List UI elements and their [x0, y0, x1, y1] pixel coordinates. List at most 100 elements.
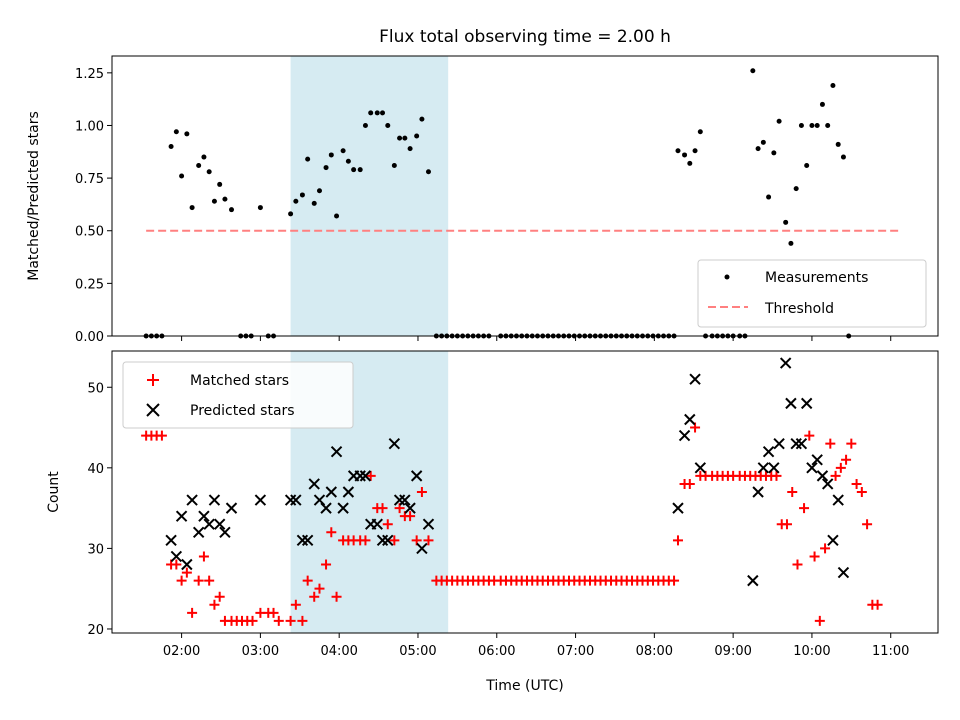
- bottom-plot-frame: [111, 350, 939, 634]
- predicted-star-point: [827, 534, 839, 547]
- measurement-point: [788, 240, 794, 246]
- matched-legend-marker: [147, 374, 159, 386]
- top-y-axis: 0.00 0.25 0.50 0.75 1.00 1.25: [75, 67, 112, 345]
- bottom-x-tick-label: 10:00: [793, 644, 830, 659]
- matched-star-point: [856, 487, 867, 497]
- top-y-tick-label: 1.00: [75, 119, 104, 134]
- predicted-star-point: [308, 478, 320, 490]
- bottom-x-tick-label: 02:00: [163, 644, 200, 659]
- predicted-star-point: [768, 462, 780, 474]
- predicted-star-point: [192, 526, 205, 538]
- measurement-point: [189, 205, 195, 211]
- measurement-point: [323, 165, 329, 171]
- predicted-star-point: [320, 502, 332, 514]
- measurement-point: [217, 181, 223, 187]
- matched-star-point: [273, 615, 284, 626]
- measurement-point: [675, 148, 681, 154]
- measurement-point: [362, 122, 368, 128]
- measurement-point: [819, 101, 825, 107]
- bottom-x-tick-label: 08:00: [636, 644, 673, 659]
- matched-star-point: [841, 454, 852, 465]
- matched-star-point: [669, 575, 680, 586]
- measurement-point: [374, 110, 380, 116]
- measurement-point: [299, 192, 305, 198]
- predicted-star-point: [290, 494, 302, 506]
- measurement-point: [201, 154, 207, 160]
- predicted-star-point: [779, 357, 792, 369]
- top-y-tick-label: 0.00: [75, 330, 104, 345]
- matched-star-point: [247, 615, 258, 626]
- matched-star-point: [365, 470, 376, 481]
- bottom-y-tick-label: 50: [87, 381, 104, 396]
- predicted-star-point: [181, 558, 193, 571]
- bottom-x-axis-label: Time (UTC): [485, 678, 563, 694]
- measurement-point: [814, 122, 820, 128]
- predicted-star-point: [837, 566, 850, 579]
- predicted-star-point: [832, 494, 844, 506]
- top-y-tick-label: 1.25: [75, 67, 104, 82]
- predicted-star-point: [790, 437, 802, 450]
- measurement-point: [697, 129, 703, 135]
- top-panel-title: Flux total observing time = 2.00 h: [379, 27, 671, 47]
- predicted-star-point: [175, 510, 188, 522]
- matched-star-point: [423, 535, 434, 546]
- matched-star-point: [268, 607, 279, 618]
- measurement-point: [179, 173, 185, 179]
- bottom-x-axis: 02:00 03:00 04:00 05:00 06:00 07:00 08:00 09:00…: [163, 633, 909, 659]
- predicted-stars-series: [165, 357, 850, 587]
- matched-star-point: [193, 575, 204, 586]
- measurement-point: [222, 196, 228, 202]
- predicted-star-point: [773, 437, 785, 450]
- matched-star-point: [389, 535, 400, 546]
- measurement-point: [173, 129, 179, 135]
- predicted-star-point: [399, 494, 411, 506]
- matched-star-point: [326, 527, 337, 538]
- measurement-point: [407, 146, 413, 152]
- bottom-y-tick-label: 20: [87, 623, 104, 638]
- matched-star-point: [672, 535, 683, 546]
- predicted-legend-marker: [146, 403, 160, 417]
- bottom-x-tick-label: 03:00: [242, 644, 279, 659]
- matched-star-point: [830, 470, 841, 481]
- predicted-star-point: [694, 462, 707, 474]
- matched-star-point: [209, 599, 220, 610]
- matched-star-point: [804, 430, 815, 441]
- measurements-legend-marker: [724, 274, 730, 280]
- measurement-point: [168, 144, 174, 150]
- predicted-star-point: [330, 446, 343, 458]
- predicted-star-point: [785, 397, 797, 410]
- matched-stars-series: [141, 422, 883, 626]
- bottom-x-tick-label: 04:00: [320, 644, 357, 659]
- matched-star-point: [156, 430, 167, 441]
- matched-star-point: [872, 599, 883, 610]
- measurement-point: [425, 169, 431, 175]
- predicted-star-point: [689, 373, 701, 385]
- top-plot-frame: [111, 55, 939, 337]
- predicted-star-point: [301, 534, 314, 547]
- predicted-star-point: [410, 470, 423, 482]
- predicted-star-point: [186, 494, 198, 506]
- predicted-star-point: [757, 462, 770, 474]
- bottom-x-tick-label: 09:00: [714, 644, 751, 659]
- measurement-point: [196, 162, 202, 168]
- predicted-star-point: [816, 470, 829, 482]
- matched-star-point: [181, 567, 192, 578]
- predicted-star-point: [382, 534, 394, 547]
- matched-star-point: [382, 519, 393, 530]
- predicted-star-point: [806, 462, 818, 474]
- predicted-star-point: [684, 413, 696, 426]
- predicted-star-point: [337, 502, 349, 514]
- bottom-x-tick-label: 05:00: [399, 644, 436, 659]
- matched-star-point: [187, 607, 198, 618]
- measurement-point: [305, 156, 311, 162]
- predicted-star-point: [747, 574, 759, 587]
- measurement-point: [257, 205, 263, 211]
- measurement-point: [783, 219, 789, 225]
- measurement-point: [755, 146, 761, 152]
- predicted-star-point: [404, 502, 416, 514]
- bottom-x-tick-label: 07:00: [557, 644, 594, 659]
- measurement-point: [368, 110, 374, 116]
- measurement-point: [229, 207, 235, 213]
- measurement-point: [316, 188, 322, 194]
- matched-star-point: [846, 438, 857, 449]
